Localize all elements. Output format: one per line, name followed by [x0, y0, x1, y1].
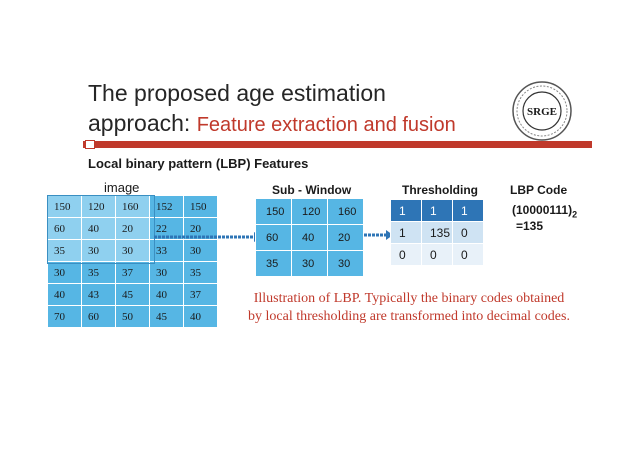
grid-cell: 35 — [183, 261, 218, 284]
grid-cell: 152 — [149, 195, 184, 218]
section-heading: Local binary pattern (LBP) Features — [88, 156, 309, 171]
grid-cell: 60 — [255, 224, 292, 251]
figure-caption: Illustration of LBP. Typically the binar… — [248, 291, 570, 324]
grid-row: 150 120 160 — [255, 198, 364, 225]
grid-cell: 0 — [421, 243, 453, 266]
grid-cell: 30 — [115, 239, 150, 262]
image-label: image — [104, 180, 140, 195]
grid-cell: 150 — [183, 195, 218, 218]
grid-cell: 150 — [47, 195, 82, 218]
grid-cell: 1 — [452, 199, 484, 222]
grid-row: 35 30 30 — [255, 250, 364, 277]
logo-text: SRGE — [527, 106, 557, 118]
grid-cell: 40 — [291, 224, 328, 251]
grid-cell: 0 — [452, 243, 484, 266]
grid-row: 60 40 20 22 20 — [47, 217, 218, 240]
grid-cell: 30 — [47, 261, 82, 284]
image-pixel-grid: 150 120 160 152 150 60 40 20 22 20 35 30… — [47, 195, 218, 328]
lbp-binary: (10000111) — [512, 203, 573, 217]
grid-cell: 30 — [81, 239, 116, 262]
grid-row: 30 35 37 30 35 — [47, 261, 218, 284]
grid-cell: 150 — [255, 198, 292, 225]
grid-cell: 0 — [452, 221, 484, 244]
grid-cell: 45 — [115, 283, 150, 306]
grid-cell: 20 — [327, 224, 364, 251]
title-prefix: approach: — [88, 110, 197, 136]
sub-window-label: Sub - Window — [272, 183, 352, 197]
grid-cell: 120 — [291, 198, 328, 225]
bullet-square — [85, 140, 95, 149]
grid-cell: 60 — [47, 217, 82, 240]
arrow-to-threshold-icon — [364, 230, 393, 240]
grid-cell: 30 — [183, 239, 218, 262]
grid-cell: 1 — [421, 199, 453, 222]
grid-row: 150 120 160 152 150 — [47, 195, 218, 218]
grid-cell: 30 — [149, 261, 184, 284]
grid-row: 35 30 30 33 30 — [47, 239, 218, 262]
grid-row: 1 135 0 — [390, 221, 484, 244]
grid-cell: 120 — [81, 195, 116, 218]
grid-cell: 70 — [47, 305, 82, 328]
grid-cell: 37 — [183, 283, 218, 306]
lbp-binary-code: (10000111)2 — [512, 203, 577, 219]
grid-cell: 0 — [390, 243, 422, 266]
grid-cell: 40 — [149, 283, 184, 306]
sub-window-grid: 150 120 160 60 40 20 35 30 30 — [255, 198, 364, 277]
grid-row: 40 43 45 40 37 — [47, 283, 218, 306]
grid-cell: 160 — [327, 198, 364, 225]
grid-cell: 1 — [390, 221, 422, 244]
title-divider — [83, 141, 592, 148]
grid-cell: 1 — [390, 199, 422, 222]
grid-cell: 40 — [81, 217, 116, 240]
grid-cell: 30 — [291, 250, 328, 277]
title-subtitle: Feature extraction and fusion — [196, 114, 456, 136]
grid-cell: 160 — [115, 195, 150, 218]
grid-row: 0 0 0 — [390, 243, 484, 266]
grid-cell: 40 — [47, 283, 82, 306]
grid-cell: 20 — [115, 217, 150, 240]
thresholding-label: Thresholding — [402, 183, 478, 197]
grid-cell: 37 — [115, 261, 150, 284]
grid-row: 60 40 20 — [255, 224, 364, 251]
grid-cell: 35 — [81, 261, 116, 284]
grid-cell: 20 — [183, 217, 218, 240]
grid-cell: 50 — [115, 305, 150, 328]
lbp-base: 2 — [572, 209, 578, 220]
lbp-code-label: LBP Code — [510, 183, 568, 197]
grid-row: 70 60 50 45 40 — [47, 305, 218, 328]
grid-cell: 60 — [81, 305, 116, 328]
grid-cell: 35 — [255, 250, 292, 277]
arrow-to-subwindow-icon — [154, 232, 262, 242]
grid-cell: 40 — [183, 305, 218, 328]
threshold-grid: 1 1 1 1 135 0 0 0 0 — [390, 199, 484, 266]
grid-cell: 35 — [47, 239, 82, 262]
grid-cell: 135 — [421, 221, 453, 244]
grid-cell: 30 — [327, 250, 364, 277]
grid-cell: 43 — [81, 283, 116, 306]
grid-row: 1 1 1 — [390, 199, 484, 222]
slide-title-line1: The proposed age estimation — [88, 80, 386, 106]
grid-cell: 45 — [149, 305, 184, 328]
slide-title-line2: approach: Feature extraction and fusion — [88, 110, 456, 137]
lbp-decimal-code: =135 — [516, 219, 544, 233]
srge-logo: SRGE — [512, 81, 572, 141]
